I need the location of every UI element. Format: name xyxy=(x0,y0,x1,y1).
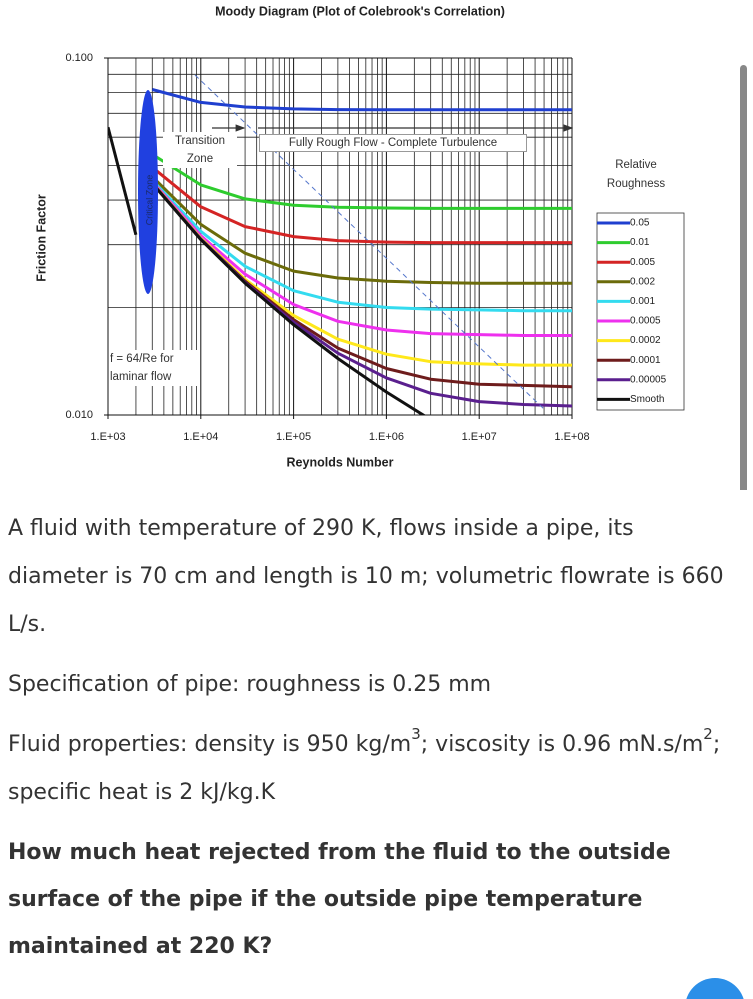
series-line xyxy=(151,179,572,313)
legend-title: Relative Roughness xyxy=(596,156,676,194)
text: ; viscosity is 0.96 mN.s/m xyxy=(420,732,704,757)
legend-label: 0.0001 xyxy=(630,355,661,366)
critical-zone-label: Critical Zone xyxy=(144,175,154,226)
x-axis-label: Reynolds Number xyxy=(287,455,394,469)
text: ; specific heat is 2 kJ/kg.K xyxy=(8,732,721,805)
fab[interactable] xyxy=(680,970,753,999)
text: Fluid properties: density is 950 kg/m xyxy=(8,732,412,757)
pipe-spec: Specification of pipe: roughness is 0.25… xyxy=(8,672,492,697)
legend: 0.05 0.01 0.005 0.002 0.001 0.0005 0.0002 0.000… xyxy=(597,218,667,405)
superscript: 3 xyxy=(411,725,421,743)
legend-label: 0.00005 xyxy=(630,374,667,385)
series-line xyxy=(108,126,138,236)
legend-label: 0.0005 xyxy=(630,316,661,327)
x-tick-label: 1.E+06 xyxy=(369,431,404,443)
transition-label: Transition Zone xyxy=(163,132,237,168)
series-line xyxy=(151,153,572,210)
plot-lines xyxy=(108,88,572,415)
series-line xyxy=(151,182,427,415)
legend-label: 0.005 xyxy=(630,257,655,268)
grid xyxy=(104,57,573,419)
series-line xyxy=(151,180,572,337)
x-tick-label: 1.E+04 xyxy=(183,431,218,443)
x-tick-label: 1.E+03 xyxy=(90,431,125,443)
superscript: 2 xyxy=(703,725,713,743)
intro: A fluid with temperature of 290 K, flows… xyxy=(8,516,724,637)
question: A fluid with temperature of 290 K, flows… xyxy=(8,505,728,982)
legend-label: 0.01 xyxy=(630,237,650,248)
chart-title: Moody Diagram (Plot of Colebrook's Corre… xyxy=(215,4,505,18)
chart: Moody Diagram (Plot of Colebrook's Corre… xyxy=(34,4,747,490)
series-line xyxy=(151,175,572,285)
y-axis-label: Friction Factor xyxy=(34,194,48,282)
legend-label: 0.0002 xyxy=(630,335,661,346)
x-tick-label: 1.E+08 xyxy=(554,431,589,443)
series-line xyxy=(151,88,572,112)
legend-box xyxy=(596,212,685,411)
scrollbar xyxy=(740,65,747,490)
x-tick-label: 1.E+05 xyxy=(276,431,311,443)
series-line xyxy=(151,182,572,408)
fluid-properties: Fluid properties: density is 950 kg/m3; … xyxy=(8,721,728,817)
legend-label: 0.002 xyxy=(630,276,655,287)
y-tick-label: 0.010 xyxy=(65,409,93,421)
legend-label: 0.05 xyxy=(630,218,650,229)
legend-label: 0.001 xyxy=(630,296,655,307)
x-tick-label: 1.E+07 xyxy=(462,431,497,443)
prompt: How much heat rejected from the fluid to… xyxy=(8,840,671,959)
rough-label: Fully Rough Flow - Complete Turbulence xyxy=(259,134,527,152)
laminar-label: f = 64/Re for laminar flow xyxy=(110,350,198,386)
critical-zone xyxy=(138,90,158,294)
y-tick-label: 0.100 xyxy=(65,52,93,64)
series-line xyxy=(151,166,572,245)
legend-label: Smooth xyxy=(630,394,664,405)
series-line xyxy=(151,181,572,367)
